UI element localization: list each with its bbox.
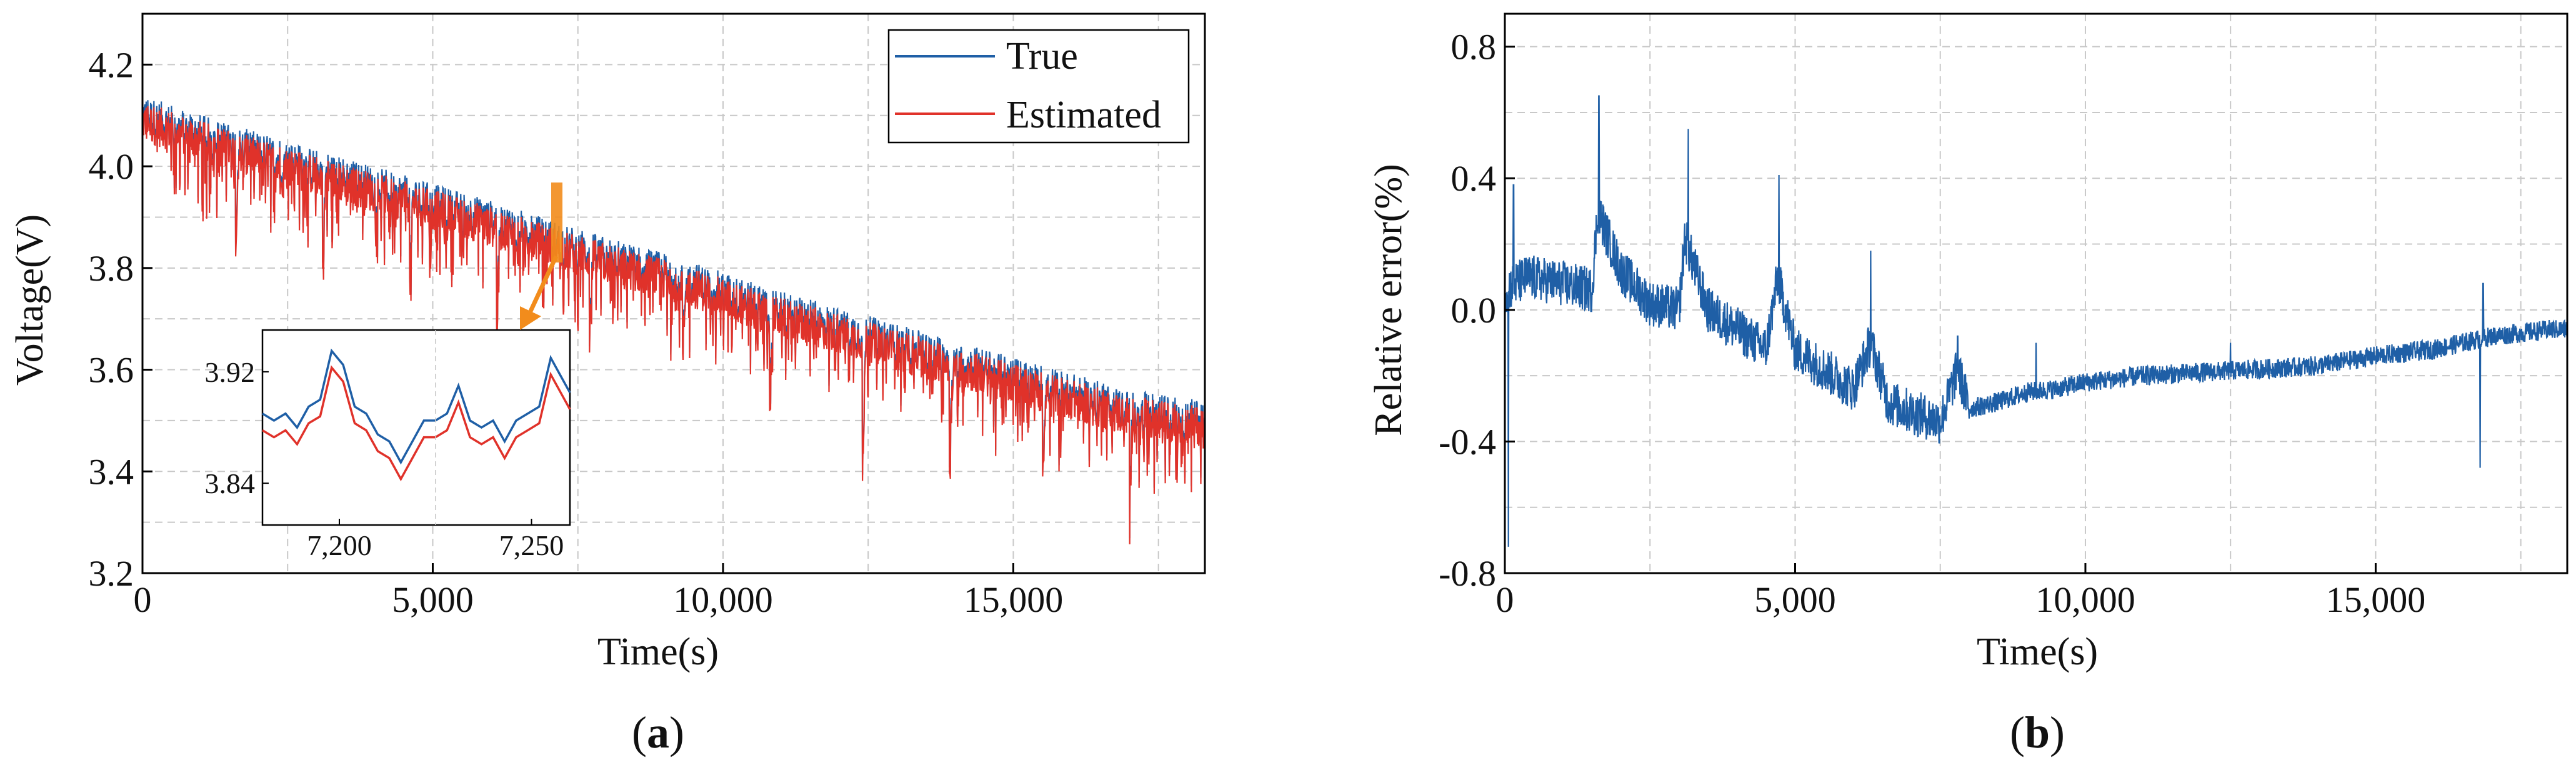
inset-true-line xyxy=(262,348,571,465)
y-tick-label: 0.8 xyxy=(1451,27,1497,68)
x-tick-label: 10,000 xyxy=(2035,579,2135,620)
x-axis-title-a: Time(s) xyxy=(597,631,719,673)
legend: True Estimated xyxy=(887,29,1190,144)
y-tick-label: 3.2 xyxy=(89,553,134,594)
inset-x-tick-label: 7,200 xyxy=(307,529,372,561)
y-tick-label: -0.8 xyxy=(1439,553,1496,594)
relative-error-line xyxy=(1504,95,2569,547)
legend-box xyxy=(887,29,1190,144)
y-tick-label: 0.4 xyxy=(1451,158,1497,199)
legend-label-true: True xyxy=(1006,35,1078,78)
zoom-arrow-head xyxy=(520,306,541,330)
caption-a: (a) xyxy=(632,708,684,758)
y-tick-label: 3.8 xyxy=(89,248,134,289)
x-tick-label: 5,000 xyxy=(392,579,474,620)
x-tick-label: 15,000 xyxy=(964,579,1064,620)
y-tick-label: 0.0 xyxy=(1451,290,1497,331)
x-tick-label: 0 xyxy=(134,579,152,620)
x-tick-label: 15,000 xyxy=(2326,579,2426,620)
plot-frame-b xyxy=(1504,12,2569,574)
inset-zoom: 7,200 7,250 3.84 3.92 xyxy=(205,329,571,561)
y-tick-label: -0.4 xyxy=(1439,421,1496,462)
zoom-marker xyxy=(551,182,562,262)
grid-b xyxy=(1505,14,2567,573)
estimated-series-line xyxy=(141,106,1206,544)
legend-label-estimated: Estimated xyxy=(1006,94,1161,136)
zoom-arrow-shaft xyxy=(527,255,559,314)
zoom-arrow xyxy=(520,182,562,330)
ticks-b: 0 5,000 10,000 15,000 -0.8 -0.4 0.0 0.4 0.8 xyxy=(1439,27,2425,620)
x-tick-label: 0 xyxy=(1496,579,1514,620)
inset-y-tick-label: 3.92 xyxy=(205,356,256,388)
caption-b: (b) xyxy=(2010,708,2065,758)
panel-a: 7,200 7,250 3.84 3.92 0 5,000 10,000 15,000 3.2… xyxy=(9,12,1206,758)
y-axis-title-a: Voltage(V) xyxy=(9,214,51,386)
x-axis-title-b: Time(s) xyxy=(1977,631,2098,673)
inset-estimated-line xyxy=(262,365,571,482)
inset-frame xyxy=(261,329,571,526)
y-tick-label: 3.4 xyxy=(89,451,134,492)
x-tick-label: 5,000 xyxy=(1754,579,1836,620)
series-group-b xyxy=(1504,95,2569,547)
y-tick-label: 4.0 xyxy=(89,146,134,187)
inset-x-tick-label: 7,250 xyxy=(499,529,564,561)
inset-y-tick-label: 3.84 xyxy=(205,468,256,499)
y-tick-label: 3.6 xyxy=(89,350,134,391)
series-group-a xyxy=(141,100,1206,544)
ticks-a: 0 5,000 10,000 15,000 3.2 3.4 3.6 3.8 4.0 4.2 xyxy=(89,44,1064,620)
panel-b: 0 5,000 10,000 15,000 -0.8 -0.4 0.0 0.4 0.8 Time… xyxy=(1367,12,2569,758)
plot-frame-a xyxy=(141,12,1206,574)
y-axis-title-b: Relative error(%) xyxy=(1367,164,1410,436)
x-tick-label: 10,000 xyxy=(673,579,773,620)
y-tick-label: 4.2 xyxy=(89,44,134,85)
